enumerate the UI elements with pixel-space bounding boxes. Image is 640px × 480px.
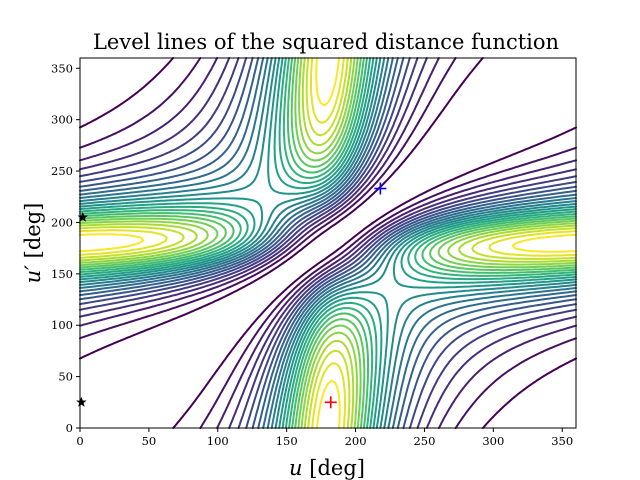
y-axis-unit: [deg]	[21, 203, 45, 259]
chart-title: Level lines of the squared distance func…	[93, 30, 559, 54]
x-axis-label: u [deg]	[289, 456, 365, 480]
contour-level-13	[79, 57, 577, 429]
y-tick-label: 300	[51, 113, 73, 127]
y-tick-label: 250	[51, 164, 73, 178]
contour-level-9	[79, 57, 577, 429]
markers	[76, 182, 387, 409]
y-tick-label: 350	[51, 61, 73, 75]
x-axis-var: u	[289, 456, 303, 480]
marker-plus-blue	[374, 182, 387, 195]
contour-level-11	[79, 57, 577, 429]
contour-level-19	[79, 57, 577, 429]
contour-level-1	[79, 57, 577, 429]
x-tick-label: 300	[482, 434, 504, 448]
x-axis-ticks: 0 50 100 150 200 250 300 350	[76, 428, 573, 448]
plot-area	[76, 57, 577, 429]
x-axis-unit: [deg]	[309, 456, 365, 480]
y-tick-label: 150	[51, 267, 73, 281]
contour-level-6	[79, 57, 577, 429]
x-tick-label: 150	[276, 434, 298, 448]
marker-star-lower	[76, 396, 87, 407]
x-tick-label: 250	[413, 434, 435, 448]
y-tick-label: 50	[58, 370, 73, 384]
contour-level-3	[79, 57, 577, 429]
contour-level-4	[79, 57, 577, 429]
plot-frame	[79, 57, 577, 429]
x-tick-label: 350	[551, 434, 573, 448]
y-axis-label: u′ [deg]	[21, 203, 45, 284]
y-tick-label: 200	[51, 215, 73, 229]
x-tick-label: 100	[207, 434, 229, 448]
contour-level-5	[79, 57, 577, 429]
contour-level-12	[79, 57, 577, 429]
contour-level-21	[79, 57, 577, 429]
y-tick-label: 100	[51, 318, 73, 332]
marker-star-upper	[77, 211, 88, 222]
contour-level-8	[79, 57, 577, 429]
contour-level-24	[79, 57, 577, 429]
y-axis-var: u′	[21, 265, 45, 284]
contour-level-20	[79, 57, 577, 429]
y-axis-ticks: 0 50 100 150 200 250 300 350	[51, 61, 80, 435]
plot-background	[80, 58, 576, 428]
contour-level-23	[79, 57, 577, 429]
contour-level-15	[79, 57, 577, 429]
contour-level-17	[79, 57, 577, 429]
x-tick-label: 50	[142, 434, 157, 448]
contour-level-7	[79, 57, 577, 429]
x-tick-label: 200	[345, 434, 367, 448]
y-tick-label: 0	[66, 421, 73, 435]
contour-lines	[79, 57, 577, 429]
contour-level-22	[79, 57, 577, 429]
x-tick-label: 0	[76, 434, 83, 448]
contour-level-14	[79, 57, 577, 429]
marker-plus-red	[324, 396, 337, 409]
contour-level-18	[79, 57, 577, 429]
